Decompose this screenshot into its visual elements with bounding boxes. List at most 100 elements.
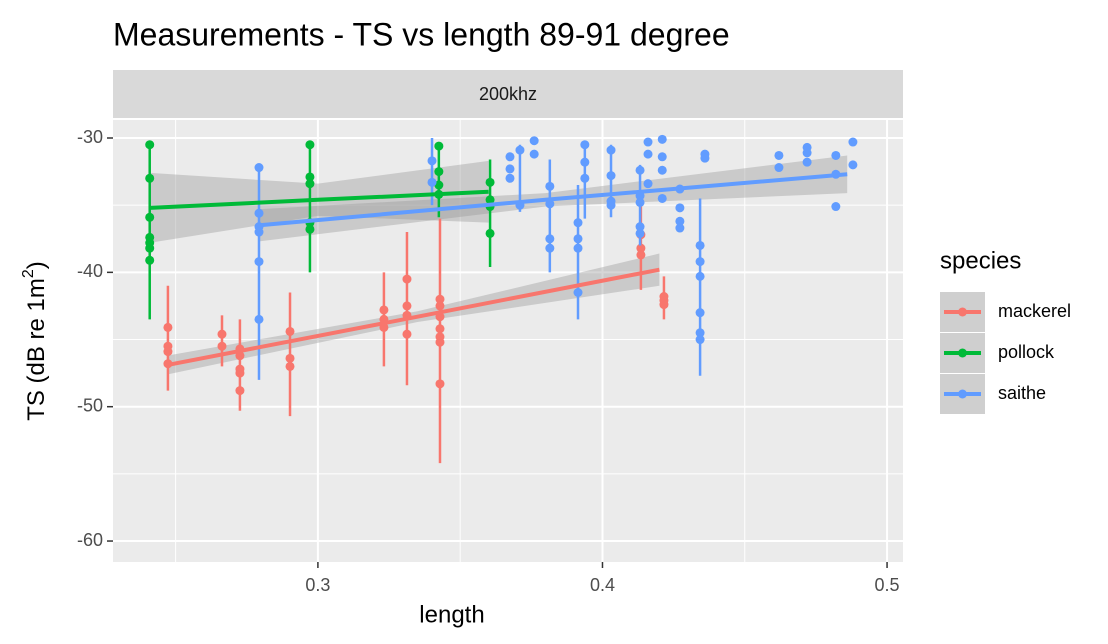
point	[434, 141, 444, 151]
x-tick-label: 0.5	[875, 575, 900, 595]
point	[235, 386, 245, 396]
point	[435, 301, 445, 311]
point	[427, 156, 437, 166]
point	[505, 152, 515, 162]
point	[635, 197, 645, 207]
fit-line	[257, 172, 848, 228]
x-tick-label: 0.4	[590, 575, 615, 595]
point	[848, 137, 858, 147]
point	[485, 228, 495, 238]
point	[643, 137, 653, 147]
legend: mackerel pollock saithe	[940, 292, 1071, 414]
point	[831, 202, 841, 212]
point	[285, 353, 295, 363]
point	[505, 164, 515, 174]
point	[529, 149, 539, 159]
point	[435, 337, 445, 347]
point	[606, 200, 616, 210]
legend-label: mackerel	[998, 301, 1071, 321]
point	[675, 203, 685, 213]
legend-dot	[958, 348, 967, 358]
point	[305, 224, 315, 234]
point	[580, 140, 590, 150]
point	[695, 271, 705, 281]
point	[657, 152, 667, 162]
point	[529, 136, 539, 146]
point	[254, 208, 264, 218]
point	[434, 180, 444, 190]
point	[657, 165, 667, 175]
chart-title: Measurements - TS vs length 89-91 degree	[113, 16, 730, 52]
point	[485, 195, 495, 205]
point	[305, 172, 315, 182]
point	[435, 379, 445, 389]
point	[606, 171, 616, 181]
legend-dot	[958, 307, 967, 317]
point	[145, 140, 155, 150]
point	[635, 228, 645, 238]
grid	[113, 120, 903, 562]
point	[802, 157, 812, 167]
legend-dot	[958, 389, 967, 399]
point	[163, 347, 173, 357]
point	[675, 223, 685, 233]
point	[305, 140, 315, 150]
point	[402, 329, 412, 339]
x-tick-label: 0.3	[305, 575, 330, 595]
point	[505, 173, 515, 183]
x-axis-title: length	[419, 601, 484, 628]
point	[695, 240, 705, 250]
point	[217, 341, 227, 351]
point	[545, 181, 555, 191]
point	[435, 294, 445, 304]
point	[573, 234, 583, 244]
panel	[113, 120, 903, 562]
point	[434, 167, 444, 177]
y-tick-label: -50	[77, 395, 103, 415]
point	[831, 150, 841, 160]
point	[145, 255, 155, 265]
point	[254, 257, 264, 267]
facet-strip	[113, 70, 903, 118]
fit-line	[166, 267, 660, 368]
point	[435, 324, 445, 334]
point	[695, 335, 705, 345]
point	[573, 288, 583, 298]
point	[657, 134, 667, 144]
marks	[145, 134, 858, 464]
point	[145, 173, 155, 183]
point	[848, 160, 858, 170]
y-tick-label: -40	[77, 261, 103, 281]
point	[659, 300, 669, 310]
point	[695, 257, 705, 267]
point	[573, 243, 583, 253]
y-axis-title-sup: 2	[20, 269, 37, 278]
point	[657, 193, 667, 203]
fit-line	[149, 189, 489, 210]
point	[643, 179, 653, 189]
point	[695, 328, 705, 338]
point	[636, 243, 646, 253]
legend-label: pollock	[998, 342, 1055, 362]
point	[675, 216, 685, 226]
series-pollock	[145, 140, 495, 320]
point	[515, 145, 525, 155]
point	[305, 179, 315, 189]
legend-label: saithe	[998, 383, 1046, 403]
point	[643, 149, 653, 159]
point	[700, 153, 710, 163]
point	[145, 243, 155, 253]
point	[545, 243, 555, 253]
y-tick-label: -60	[77, 530, 103, 550]
point	[427, 177, 437, 187]
point	[545, 234, 555, 244]
point	[695, 308, 705, 318]
point	[254, 227, 264, 237]
point	[163, 322, 173, 332]
legend-title: species	[940, 247, 1021, 274]
point	[606, 145, 616, 155]
point	[635, 222, 645, 232]
y-axis-title-suffix: )	[23, 261, 50, 269]
point	[580, 157, 590, 167]
